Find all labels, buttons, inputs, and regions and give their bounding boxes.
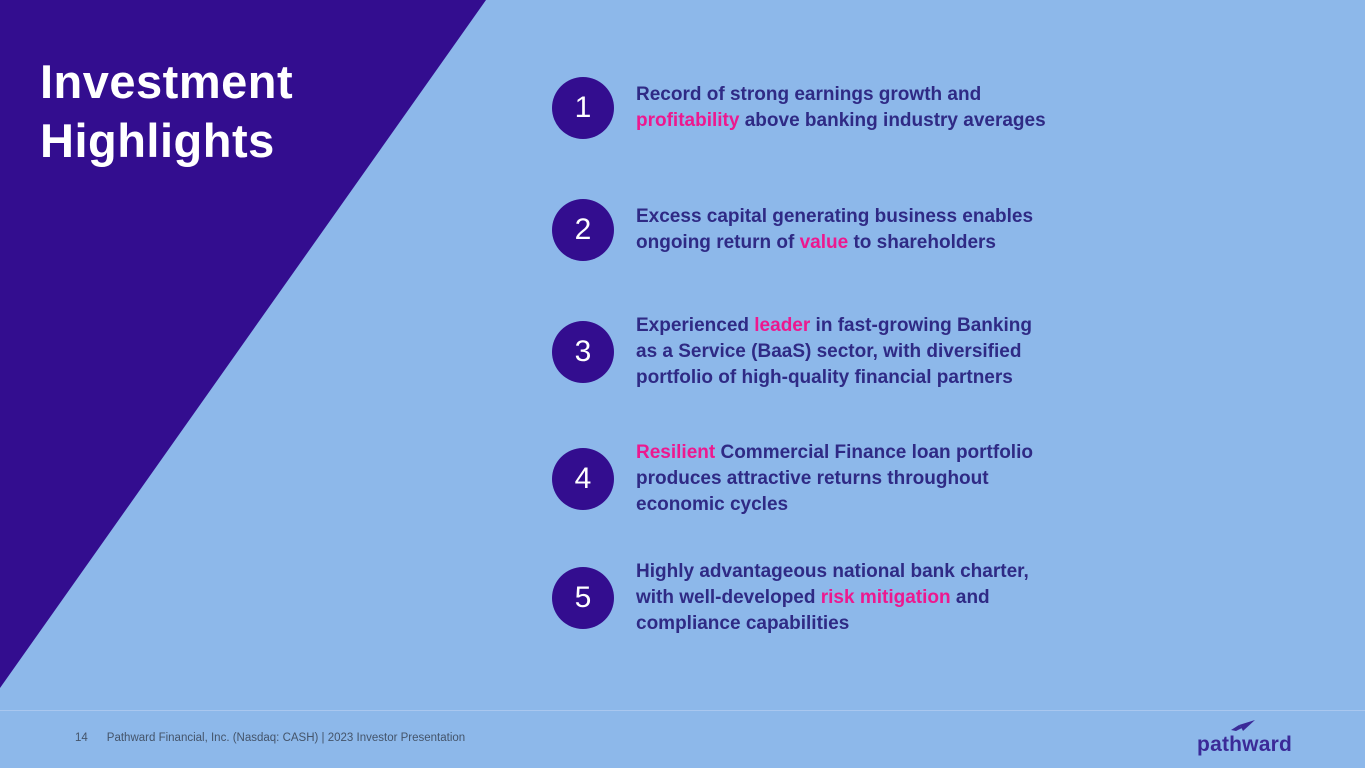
plain-text: and compliance capabilities [636,587,990,634]
highlighted-text: risk mitigation [820,587,951,608]
item-number: 3 [574,335,592,368]
item-number: 5 [574,581,592,614]
item-text: Record of strong earnings growth and pro… [636,82,1046,134]
plain-text: Record of strong earnings growth and [636,84,982,105]
slide-title: Investment Highlights [40,55,294,167]
plain-text: in fast-growing Banking as a Service (Ba… [636,315,1032,388]
highlight-item: 5 Highly advantageous national bank char… [552,559,1114,637]
highlight-item: 2 Excess capital generating business ena… [552,199,1114,261]
highlighted-text: profitability [636,110,740,131]
item-text: Highly advantageous national bank charte… [636,559,1029,637]
item-number-badge: 2 [552,199,614,261]
highlight-item: 3 Experienced leader in fast-growing Ban… [552,313,1114,391]
plain-text: Excess capital generating business enabl… [636,206,1034,253]
highlighted-text: leader [754,315,811,336]
pathward-arrow-icon [1230,720,1255,731]
item-number: 2 [574,213,592,246]
plain-text: Experienced [636,315,755,336]
highlight-item: 4 Resilient Commercial Finance loan port… [552,440,1114,518]
highlight-item: 1 Record of strong earnings growth and p… [552,77,1114,139]
highlighted-text: value [799,232,849,253]
item-number-badge: 1 [552,77,614,139]
plain-text: above banking industry averages [739,110,1046,131]
plain-text: Commercial Finance loan portfolio produc… [636,442,1033,515]
item-text: Resilient Commercial Finance loan portfo… [636,440,1033,518]
footer: 14 Pathward Financial, Inc. (Nasdaq: CAS… [75,732,465,744]
item-number-badge: 5 [552,567,614,629]
highlighted-text: Resilient [636,442,716,463]
page-number: 14 [75,732,88,744]
item-number-badge: 4 [552,448,614,510]
pathward-logo: pathward [1197,720,1292,755]
footer-divider [0,710,1365,711]
item-number: 4 [574,462,592,495]
footer-source-text: Pathward Financial, Inc. (Nasdaq: CASH) … [106,732,466,744]
item-text: Excess capital generating business enabl… [636,204,1033,256]
item-number-badge: 3 [552,321,614,383]
item-number: 1 [574,91,592,124]
item-text: Experienced leader in fast-growing Banki… [636,313,1032,391]
pathward-logo-text: pathward [1197,733,1292,756]
plain-text: Highly advantageous national bank charte… [636,561,1029,608]
plain-text: to shareholders [848,232,996,253]
